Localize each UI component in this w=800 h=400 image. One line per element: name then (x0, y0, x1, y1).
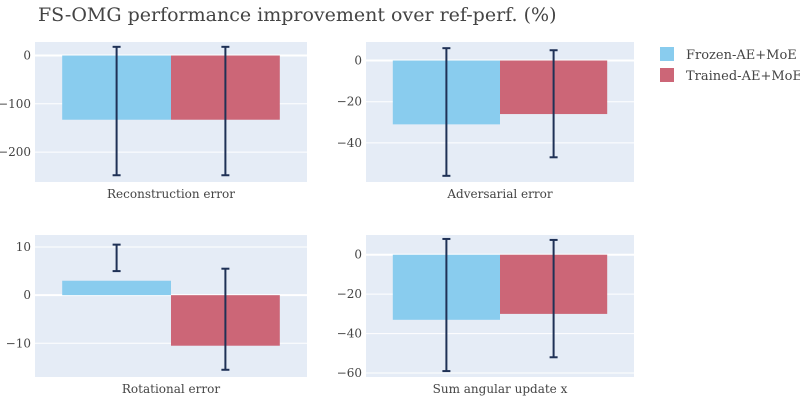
y-tick-label: −20 (337, 95, 362, 109)
legend-swatch (660, 47, 674, 61)
chart-title: FS-OMG performance improvement over ref-… (38, 4, 557, 26)
x-axis-label: Sum angular update x (433, 382, 568, 396)
legend-label: Frozen-AE+MoE (686, 48, 797, 63)
bar-frozen (62, 280, 172, 296)
y-tick-label: 0 (23, 288, 31, 302)
y-tick-label: 10 (16, 240, 31, 254)
y-tick-label: 0 (23, 49, 31, 63)
subplot-3: 10 0 −10 Rotational error (6, 235, 307, 396)
legend-item: Trained-AE+MoE (660, 68, 800, 84)
y-tick-label: −40 (337, 327, 362, 341)
x-axis-label: Rotational error (122, 382, 220, 396)
y-tick-label: −200 (0, 145, 31, 159)
subplot-4: 0 −20 −40 −60 Sum angular update x (337, 235, 634, 396)
y-tick-label: −10 (6, 336, 31, 350)
legend: Frozen-AE+MoE Trained-AE+MoE (660, 47, 800, 84)
y-tick-label: 0 (354, 248, 362, 262)
subplot-1: 0 −100 −200 Reconstruction error (0, 42, 307, 201)
x-axis-label: Adversarial error (446, 187, 552, 201)
legend-swatch (660, 68, 674, 82)
x-axis-label: Reconstruction error (107, 187, 235, 201)
subplot-2: 0 −20 −40 Adversarial error (337, 42, 634, 201)
y-tick-label: −40 (337, 136, 362, 150)
y-tick-label: −60 (337, 366, 362, 380)
y-tick-label: −100 (0, 97, 31, 111)
legend-item: Frozen-AE+MoE (660, 47, 797, 63)
y-tick-label: −20 (337, 287, 362, 301)
legend-label: Trained-AE+MoE (686, 69, 800, 84)
y-tick-label: 0 (354, 54, 362, 68)
